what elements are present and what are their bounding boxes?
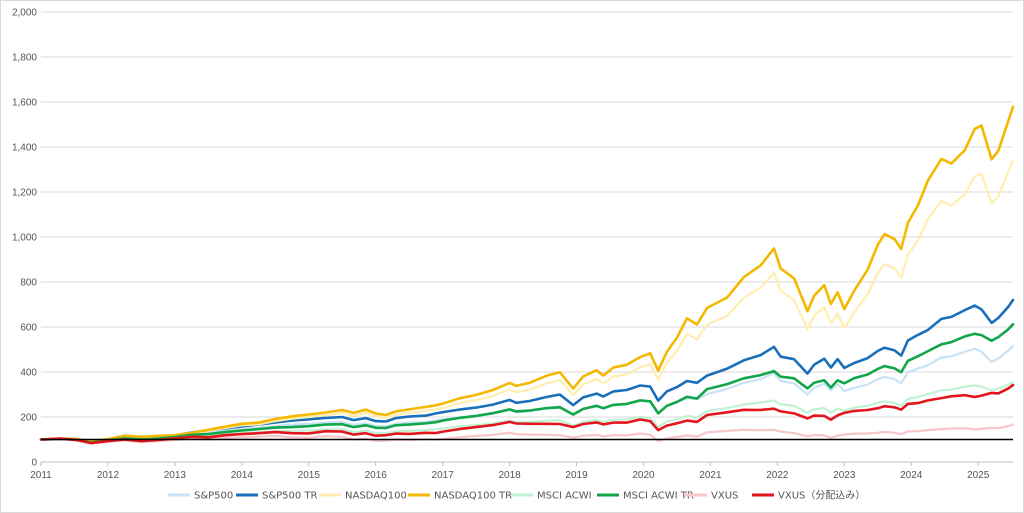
y-tick-label: 400 (20, 368, 37, 379)
legend-label: MSCI ACWI (537, 491, 592, 502)
legend-label: S&P500 (194, 491, 233, 502)
x-tick-label: 2014 (231, 470, 254, 481)
x-tick-label: 2011 (30, 470, 52, 481)
x-tick-label: 2019 (565, 470, 588, 481)
x-tick-label: 2021 (699, 470, 722, 481)
legend-label: S&P500 TR (262, 491, 318, 502)
legend: S&P500 S&P500 TR NASDAQ100 NASDAQ100 TR MSCI… (168, 490, 865, 502)
y-tick-label: 1,800 (12, 53, 37, 64)
x-tick-label: 2023 (833, 470, 856, 481)
legend-label: NASDAQ100 (345, 491, 407, 502)
x-tick-label: 2018 (498, 470, 521, 481)
legend-label: MSCI ACWI TR (623, 491, 694, 502)
series-line (39, 323, 1015, 444)
x-tick-label: 2022 (766, 470, 789, 481)
y-tick-label: 1,200 (12, 188, 37, 199)
legend-label: VXUS（分配込み） (778, 490, 865, 502)
y-tick-label: 0 (31, 458, 37, 469)
series-lines (39, 105, 1015, 445)
y-tick-label: 2,000 (12, 8, 37, 19)
y-tick-label: 200 (20, 413, 37, 424)
series-line (39, 159, 1015, 443)
x-tick-label: 2012 (97, 470, 120, 481)
x-tick-label: 2016 (365, 470, 388, 481)
y-tick-label: 600 (20, 323, 37, 334)
y-tick-label: 1,600 (12, 98, 37, 109)
x-tick-label: 2025 (967, 470, 990, 481)
y-tick-label: 1,000 (12, 233, 37, 244)
series-line (39, 423, 1015, 445)
y-tick-label: 800 (20, 278, 37, 289)
legend-label: NASDAQ100 TR (434, 491, 512, 502)
x-tick-label: 2013 (164, 470, 187, 481)
x-tick-label: 2017 (432, 470, 455, 481)
axes: 0 200 400 600 800 1,000 1,200 1,400 1,600 1,800 2,… (12, 8, 1013, 481)
x-tick-label: 2015 (298, 470, 321, 481)
legend-label: VXUS (711, 491, 738, 502)
x-tick-label: 2024 (900, 470, 923, 481)
x-tick-label: 2020 (632, 470, 655, 481)
series-line (39, 383, 1015, 445)
series-line (39, 105, 1015, 443)
y-tick-label: 1,400 (12, 143, 37, 154)
